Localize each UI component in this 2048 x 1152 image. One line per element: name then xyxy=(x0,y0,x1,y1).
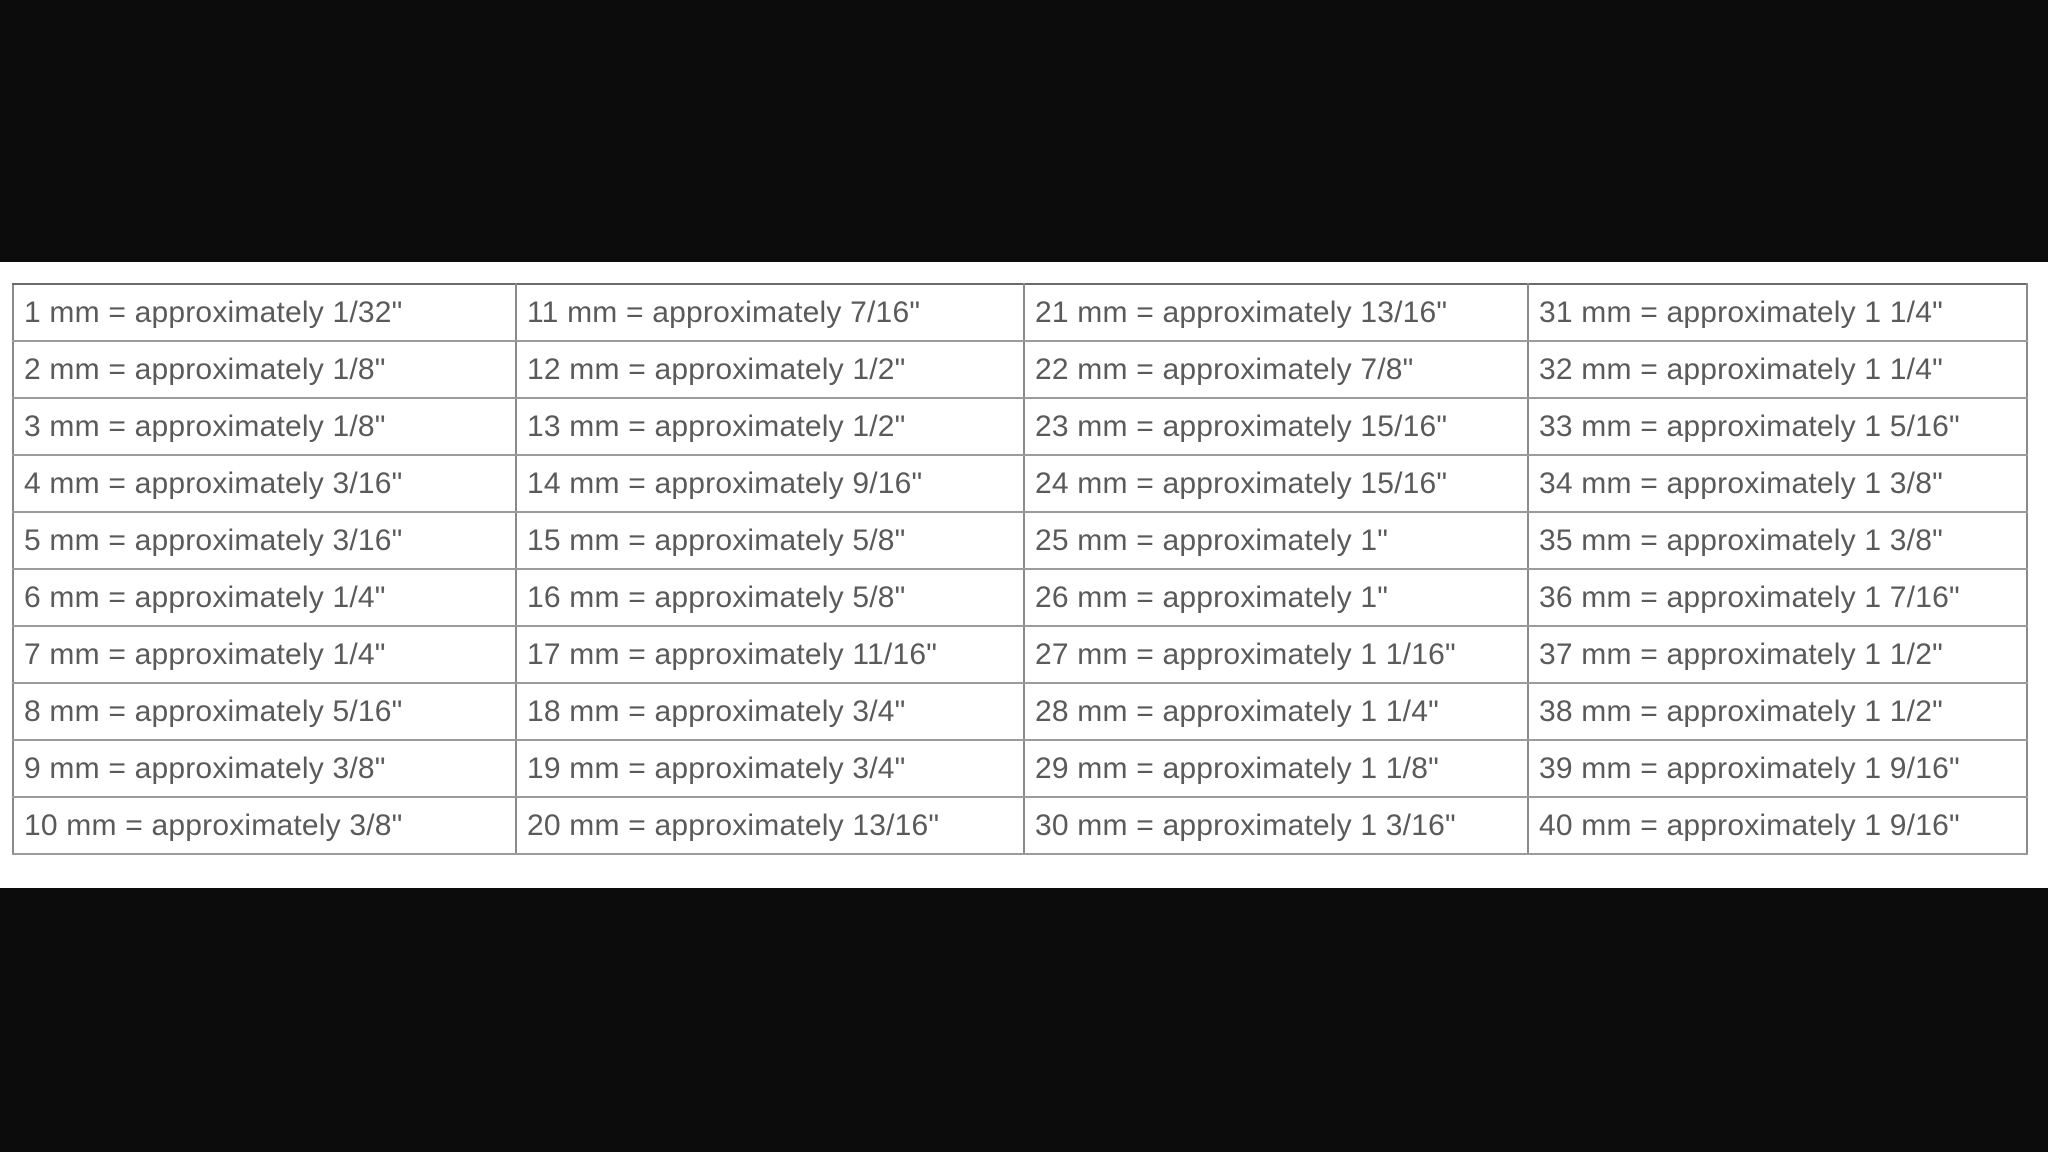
table-row: 3 mm = approximately 1/8" 13 mm = approx… xyxy=(12,397,2028,456)
conversion-cell: 31 mm = approximately 1 1/4" xyxy=(1527,283,2028,342)
table-row: 9 mm = approximately 3/8" 19 mm = approx… xyxy=(12,739,2028,798)
table-row: 7 mm = approximately 1/4" 17 mm = approx… xyxy=(12,625,2028,684)
conversion-cell: 37 mm = approximately 1 1/2" xyxy=(1527,625,2028,684)
table-row: 2 mm = approximately 1/8" 12 mm = approx… xyxy=(12,340,2028,399)
millimeter-to-inch-conversion-table: 1 mm = approximately 1/32" 11 mm = appro… xyxy=(12,283,2028,855)
table-row: 5 mm = approximately 3/16" 15 mm = appro… xyxy=(12,511,2028,570)
conversion-cell: 21 mm = approximately 13/16" xyxy=(1023,283,1529,342)
conversion-cell: 40 mm = approximately 1 9/16" xyxy=(1527,796,2028,855)
conversion-cell: 23 mm = approximately 15/16" xyxy=(1023,397,1529,456)
table-row: 8 mm = approximately 5/16" 18 mm = appro… xyxy=(12,682,2028,741)
conversion-cell: 29 mm = approximately 1 1/8" xyxy=(1023,739,1529,798)
conversion-cell: 17 mm = approximately 11/16" xyxy=(515,625,1025,684)
conversion-cell: 7 mm = approximately 1/4" xyxy=(12,625,517,684)
conversion-cell: 3 mm = approximately 1/8" xyxy=(12,397,517,456)
table-row: 6 mm = approximately 1/4" 16 mm = approx… xyxy=(12,568,2028,627)
conversion-cell: 13 mm = approximately 1/2" xyxy=(515,397,1025,456)
conversion-cell: 19 mm = approximately 3/4" xyxy=(515,739,1025,798)
conversion-cell: 33 mm = approximately 1 5/16" xyxy=(1527,397,2028,456)
table-body: 1 mm = approximately 1/32" 11 mm = appro… xyxy=(12,283,2028,855)
conversion-cell: 10 mm = approximately 3/8" xyxy=(12,796,517,855)
conversion-cell: 25 mm = approximately 1" xyxy=(1023,511,1529,570)
conversion-cell: 22 mm = approximately 7/8" xyxy=(1023,340,1529,399)
conversion-cell: 34 mm = approximately 1 3/8" xyxy=(1527,454,2028,513)
conversion-cell: 36 mm = approximately 1 7/16" xyxy=(1527,568,2028,627)
table-row: 1 mm = approximately 1/32" 11 mm = appro… xyxy=(12,283,2028,342)
conversion-cell: 35 mm = approximately 1 3/8" xyxy=(1527,511,2028,570)
conversion-cell: 9 mm = approximately 3/8" xyxy=(12,739,517,798)
conversion-cell: 11 mm = approximately 7/16" xyxy=(515,283,1025,342)
conversion-cell: 28 mm = approximately 1 1/4" xyxy=(1023,682,1529,741)
conversion-cell: 20 mm = approximately 13/16" xyxy=(515,796,1025,855)
conversion-cell: 2 mm = approximately 1/8" xyxy=(12,340,517,399)
letterbox-bottom-bar xyxy=(0,888,2048,1152)
conversion-cell: 16 mm = approximately 5/8" xyxy=(515,568,1025,627)
conversion-cell: 18 mm = approximately 3/4" xyxy=(515,682,1025,741)
conversion-cell: 4 mm = approximately 3/16" xyxy=(12,454,517,513)
conversion-cell: 15 mm = approximately 5/8" xyxy=(515,511,1025,570)
conversion-cell: 24 mm = approximately 15/16" xyxy=(1023,454,1529,513)
conversion-cell: 26 mm = approximately 1" xyxy=(1023,568,1529,627)
table-row: 4 mm = approximately 3/16" 14 mm = appro… xyxy=(12,454,2028,513)
conversion-cell: 5 mm = approximately 3/16" xyxy=(12,511,517,570)
letterbox-top-bar xyxy=(0,0,2048,262)
conversion-cell: 14 mm = approximately 9/16" xyxy=(515,454,1025,513)
conversion-cell: 6 mm = approximately 1/4" xyxy=(12,568,517,627)
conversion-cell: 1 mm = approximately 1/32" xyxy=(12,283,517,342)
conversion-cell: 8 mm = approximately 5/16" xyxy=(12,682,517,741)
table-row: 10 mm = approximately 3/8" 20 mm = appro… xyxy=(12,796,2028,855)
document-content-band: 1 mm = approximately 1/32" 11 mm = appro… xyxy=(0,262,2048,888)
conversion-cell: 30 mm = approximately 1 3/16" xyxy=(1023,796,1529,855)
conversion-cell: 27 mm = approximately 1 1/16" xyxy=(1023,625,1529,684)
conversion-cell: 32 mm = approximately 1 1/4" xyxy=(1527,340,2028,399)
conversion-cell: 38 mm = approximately 1 1/2" xyxy=(1527,682,2028,741)
conversion-cell: 39 mm = approximately 1 9/16" xyxy=(1527,739,2028,798)
conversion-cell: 12 mm = approximately 1/2" xyxy=(515,340,1025,399)
